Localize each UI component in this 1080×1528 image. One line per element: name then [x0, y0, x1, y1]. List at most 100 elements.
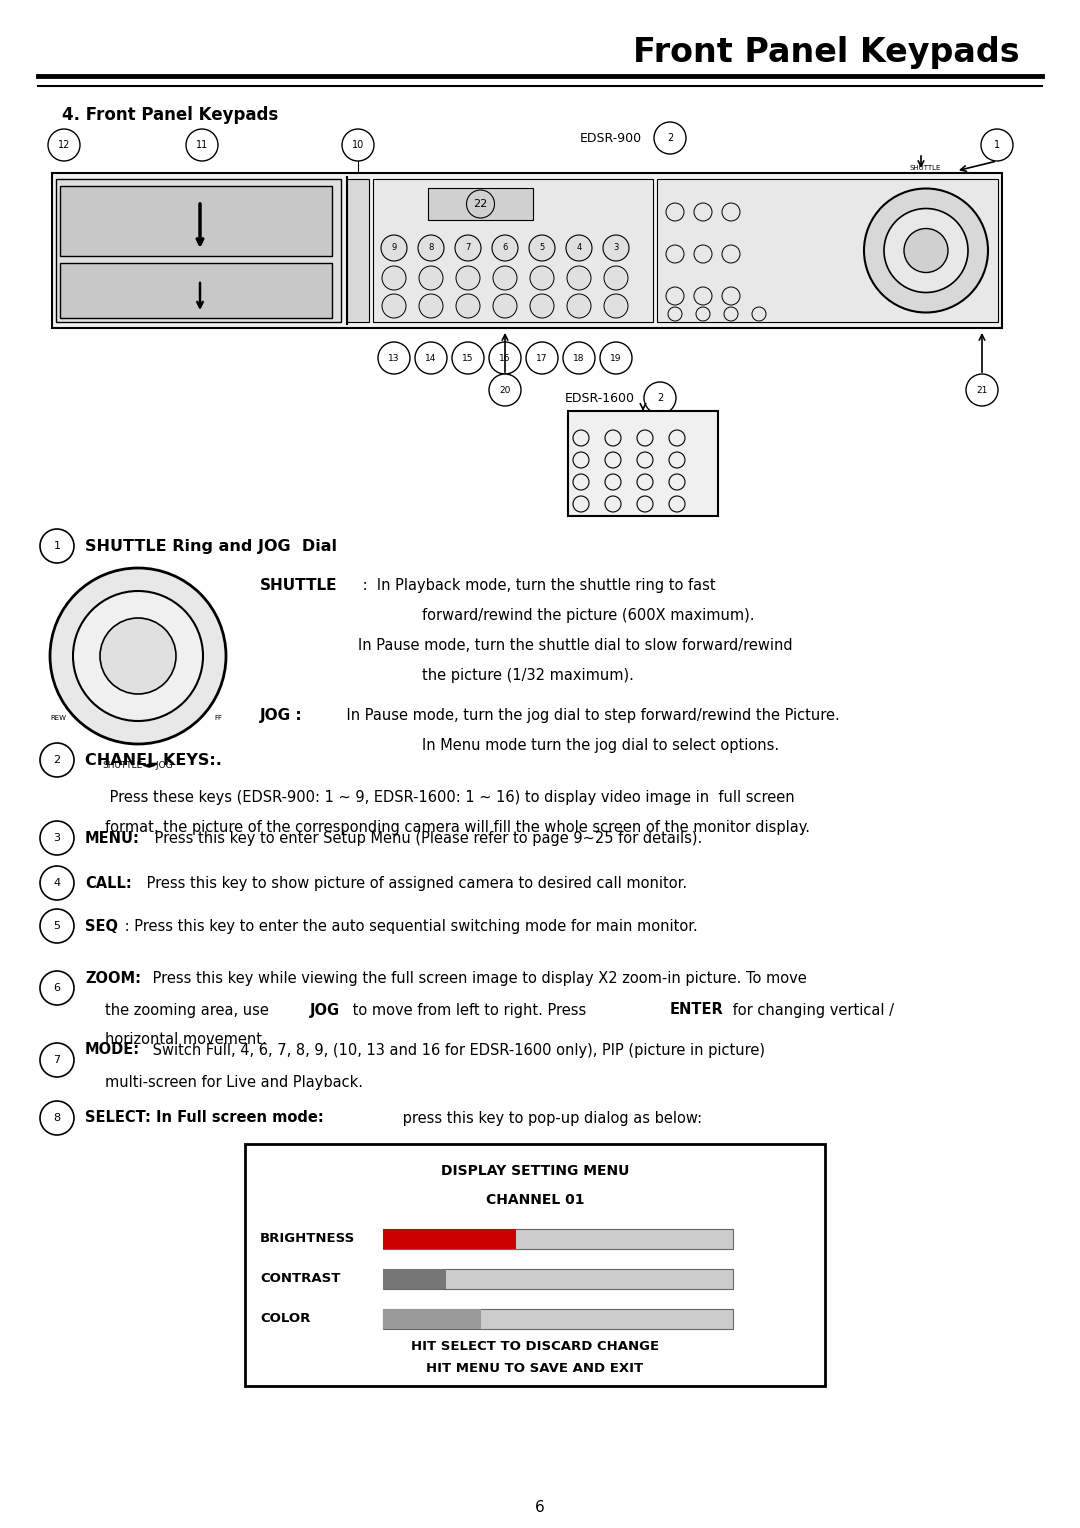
Text: CONTRAST: CONTRAST	[260, 1273, 340, 1285]
Circle shape	[492, 293, 517, 318]
Circle shape	[381, 235, 407, 261]
Text: : Press this key to enter the auto sequential switching mode for main monitor.: : Press this key to enter the auto seque…	[120, 918, 698, 934]
Circle shape	[40, 529, 75, 562]
Text: 16: 16	[499, 353, 511, 362]
Text: 6: 6	[535, 1500, 545, 1516]
Text: 6: 6	[54, 983, 60, 993]
Text: format, the picture of the corresponding camera will fill the whole screen of th: format, the picture of the corresponding…	[105, 821, 810, 834]
Text: 6: 6	[502, 243, 508, 252]
Circle shape	[100, 617, 176, 694]
Text: Press this key while viewing the full screen image to display X2 zoom-in picture: Press this key while viewing the full sc…	[148, 970, 807, 986]
Circle shape	[453, 342, 484, 374]
Text: 12: 12	[58, 141, 70, 150]
Text: 22: 22	[473, 199, 488, 209]
Text: 3: 3	[54, 833, 60, 843]
Text: the zooming area, use: the zooming area, use	[105, 1002, 273, 1018]
Text: In Menu mode turn the jog dial to select options.: In Menu mode turn the jog dial to select…	[422, 738, 779, 753]
Text: Switch Full, 4, 6, 7, 8, 9, (10, 13 and 16 for EDSR-1600 only), PIP (picture in : Switch Full, 4, 6, 7, 8, 9, (10, 13 and …	[148, 1042, 765, 1057]
Text: 17: 17	[537, 353, 548, 362]
FancyBboxPatch shape	[428, 188, 534, 220]
Circle shape	[530, 293, 554, 318]
Text: 1: 1	[54, 541, 60, 552]
FancyBboxPatch shape	[373, 179, 653, 322]
FancyBboxPatch shape	[245, 1144, 825, 1386]
Text: CHANNEL 01: CHANNEL 01	[486, 1193, 584, 1207]
Text: SEQ: SEQ	[85, 918, 118, 934]
Text: 8: 8	[429, 243, 434, 252]
FancyBboxPatch shape	[568, 411, 718, 516]
Text: 20: 20	[499, 385, 511, 394]
Circle shape	[40, 821, 75, 856]
Text: SHUTTLE◄►JOG: SHUTTLE◄►JOG	[103, 761, 173, 770]
Text: 8: 8	[53, 1112, 60, 1123]
Circle shape	[904, 229, 948, 272]
Text: JOG :: JOG :	[260, 707, 302, 723]
FancyBboxPatch shape	[383, 1229, 733, 1248]
Circle shape	[563, 342, 595, 374]
Text: HIT MENU TO SAVE AND EXIT: HIT MENU TO SAVE AND EXIT	[427, 1361, 644, 1375]
Circle shape	[492, 235, 518, 261]
FancyBboxPatch shape	[56, 179, 341, 322]
Text: the picture (1/32 maximum).: the picture (1/32 maximum).	[422, 668, 634, 683]
Circle shape	[40, 1102, 75, 1135]
Text: Press this key to show picture of assigned camera to desired call monitor.: Press this key to show picture of assign…	[141, 876, 687, 891]
Text: 18: 18	[573, 353, 584, 362]
Circle shape	[186, 128, 218, 160]
Circle shape	[600, 342, 632, 374]
Text: SHUTTLE Ring and JOG  Dial: SHUTTLE Ring and JOG Dial	[85, 538, 337, 553]
Text: 3: 3	[613, 243, 619, 252]
Text: FF: FF	[214, 715, 222, 721]
Circle shape	[966, 374, 998, 406]
Circle shape	[529, 235, 555, 261]
Circle shape	[40, 743, 75, 778]
Circle shape	[419, 293, 443, 318]
Text: 1: 1	[994, 141, 1000, 150]
Text: 21: 21	[976, 385, 988, 394]
Circle shape	[48, 128, 80, 160]
Circle shape	[456, 266, 480, 290]
Circle shape	[644, 382, 676, 414]
Text: Press this key to enter Setup Menu (Please refer to page 9~25 for details).: Press this key to enter Setup Menu (Plea…	[150, 831, 702, 845]
Text: horizontal movement.: horizontal movement.	[105, 1033, 267, 1048]
Text: :  In Playback mode, turn the shuttle ring to fast: : In Playback mode, turn the shuttle rin…	[357, 578, 716, 593]
FancyBboxPatch shape	[383, 1309, 733, 1329]
Circle shape	[40, 909, 75, 943]
Text: Front Panel Keypads: Front Panel Keypads	[633, 37, 1020, 69]
Text: 5: 5	[539, 243, 544, 252]
Text: SHUTTLE: SHUTTLE	[260, 578, 337, 593]
Text: 9: 9	[391, 243, 396, 252]
Text: 7: 7	[53, 1054, 60, 1065]
Text: In Pause mode, turn the jog dial to step forward/rewind the Picture.: In Pause mode, turn the jog dial to step…	[328, 707, 840, 723]
Circle shape	[526, 342, 558, 374]
Text: MODE:: MODE:	[85, 1042, 140, 1057]
Text: 11: 11	[195, 141, 208, 150]
FancyBboxPatch shape	[383, 1268, 446, 1290]
Text: 19: 19	[610, 353, 622, 362]
Text: 14: 14	[426, 353, 436, 362]
Circle shape	[567, 293, 591, 318]
FancyBboxPatch shape	[60, 263, 332, 318]
Circle shape	[40, 866, 75, 900]
Text: 4: 4	[577, 243, 582, 252]
Text: COLOR: COLOR	[260, 1313, 310, 1325]
Text: SHUTTLE: SHUTTLE	[909, 165, 941, 171]
FancyBboxPatch shape	[347, 179, 369, 322]
Text: ZOOM:: ZOOM:	[85, 970, 141, 986]
Circle shape	[50, 568, 226, 744]
FancyBboxPatch shape	[60, 186, 332, 257]
Circle shape	[378, 342, 410, 374]
Text: HIT SELECT TO DISCARD CHANGE: HIT SELECT TO DISCARD CHANGE	[410, 1340, 659, 1352]
Circle shape	[604, 293, 627, 318]
Text: REW: REW	[50, 715, 66, 721]
Text: 13: 13	[388, 353, 400, 362]
Text: multi-screen for Live and Playback.: multi-screen for Live and Playback.	[105, 1074, 363, 1089]
FancyBboxPatch shape	[383, 1268, 733, 1290]
Text: forward/rewind the picture (600X maximum).: forward/rewind the picture (600X maximum…	[422, 608, 755, 623]
Circle shape	[530, 266, 554, 290]
FancyBboxPatch shape	[657, 179, 998, 322]
Circle shape	[418, 235, 444, 261]
Text: 7: 7	[465, 243, 471, 252]
Circle shape	[456, 293, 480, 318]
Circle shape	[73, 591, 203, 721]
Circle shape	[455, 235, 481, 261]
